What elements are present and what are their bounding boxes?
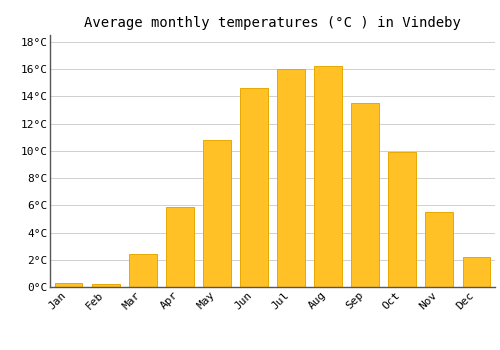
Bar xyxy=(388,152,416,287)
Bar xyxy=(314,66,342,287)
Bar xyxy=(92,284,120,287)
Bar xyxy=(352,103,379,287)
Bar xyxy=(129,254,156,287)
Bar xyxy=(203,140,231,287)
Title: Average monthly temperatures (°C ) in Vindeby: Average monthly temperatures (°C ) in Vi… xyxy=(84,16,461,30)
Bar xyxy=(277,69,305,287)
Bar xyxy=(166,206,194,287)
Bar xyxy=(426,212,454,287)
Bar xyxy=(54,283,82,287)
Bar xyxy=(462,257,490,287)
Bar xyxy=(240,88,268,287)
